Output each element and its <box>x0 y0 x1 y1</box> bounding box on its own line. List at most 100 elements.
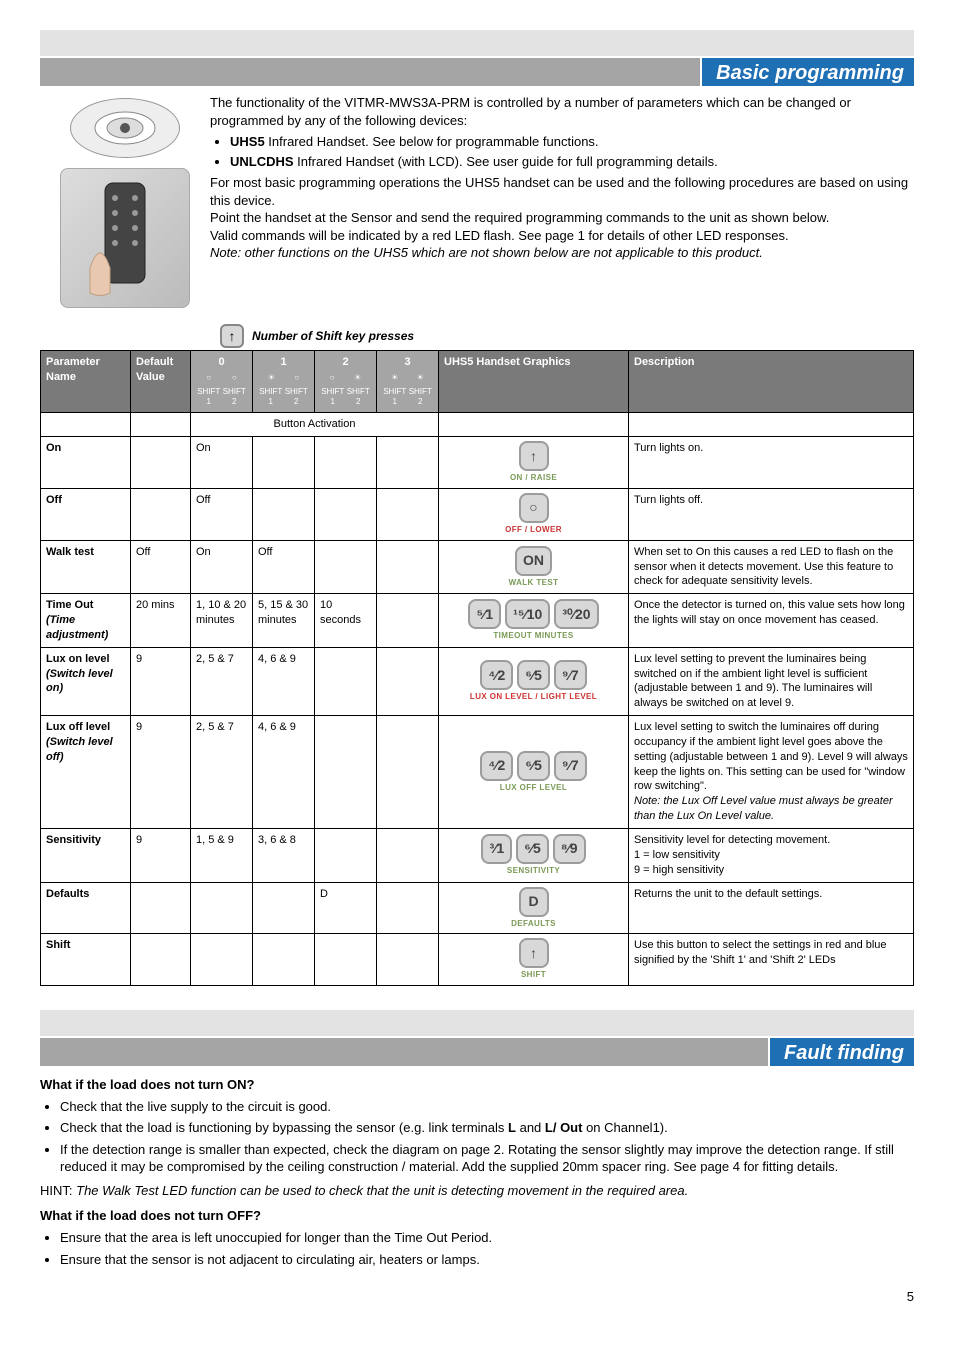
param-shift-cell: On <box>191 540 253 594</box>
param-name-cell: Shift <box>41 934 131 986</box>
param-desc-cell: When set to On this causes a red LED to … <box>629 540 914 594</box>
sh1-3: SHIFT 1 <box>382 387 408 409</box>
handset-button-label: DEFAULTS <box>444 919 623 930</box>
param-shift-cell <box>315 934 377 986</box>
sensor-icon <box>90 108 160 148</box>
ba-empty-2 <box>131 413 191 437</box>
param-row: Shift↑SHIFTUse this button to select the… <box>41 934 914 986</box>
handset-button-label: LUX ON LEVEL / LIGHT LEVEL <box>444 692 623 703</box>
th-shift3: 3 ☀☀ SHIFT 1SHIFT 2 <box>377 351 439 413</box>
param-shift-cell <box>377 716 439 829</box>
handset-button-icon: ○ <box>519 493 549 523</box>
param-default-cell: 9 <box>131 829 191 883</box>
param-graphic-cell: ⁴⁄2⁶⁄5⁹⁄7LUX OFF LEVEL <box>439 716 629 829</box>
fault-q-on: What if the load does not turn ON? <box>40 1076 914 1094</box>
param-row: DefaultsDDDEFAULTSReturns the unit to th… <box>41 882 914 934</box>
button-activation-row: Button Activation <box>41 413 914 437</box>
param-graphic-cell: ⁴⁄2⁶⁄5⁹⁄7LUX ON LEVEL / LIGHT LEVEL <box>439 647 629 715</box>
param-default-cell: 20 mins <box>131 594 191 648</box>
intro-p4: Valid commands will be indicated by a re… <box>210 227 914 245</box>
param-shift-cell: 2, 5 & 7 <box>191 647 253 715</box>
button-activation-label: Button Activation <box>191 413 439 437</box>
shift-button-mini-icon: ↑ <box>220 324 244 348</box>
param-graphic-cell: ○ OFF / LOWER <box>439 488 629 540</box>
handset-button-label: SHIFT <box>444 970 623 981</box>
section-title-programming: Basic programming <box>700 58 914 86</box>
param-shift-cell <box>377 488 439 540</box>
ba-empty-4 <box>629 413 914 437</box>
th-shift1-labels: SHIFT 1SHIFT 2 <box>258 387 309 409</box>
th-shift0-num: 0 <box>218 356 224 368</box>
th-default: Default Value <box>131 351 191 413</box>
handset-button-label: ON / RAISE <box>444 473 623 484</box>
param-desc-cell: Lux level setting to prevent the luminai… <box>629 647 914 715</box>
handset-button-icon: ⁶⁄5 <box>516 834 549 864</box>
param-default-cell <box>131 934 191 986</box>
param-shift-cell: 4, 6 & 9 <box>253 647 315 715</box>
handset-button-label: OFF / LOWER <box>444 525 623 536</box>
param-desc-cell: Lux level setting to switch the luminair… <box>629 716 914 829</box>
parameters-table-head: Parameter Name Default Value 0 ○○ SHIFT … <box>41 351 914 413</box>
param-graphic-cell: ³⁄1⁶⁄5⁸⁄9SENSITIVITY <box>439 829 629 883</box>
th-shift3-icons: ☀☀ <box>382 373 433 384</box>
param-shift-cell <box>253 488 315 540</box>
handset-button-icon: ⁴⁄2 <box>480 660 513 690</box>
param-row: OnOn↑ON / RAISETurn lights on. <box>41 437 914 489</box>
sh2-0: SHIFT 2 <box>222 387 248 409</box>
handset-button-icon: ⁶⁄5 <box>517 660 550 690</box>
fault-off-item: Ensure that the area is left unoccupied … <box>60 1229 914 1247</box>
intro-note: Note: other functions on the UHS5 which … <box>210 244 914 262</box>
th-shift0: 0 ○○ SHIFT 1SHIFT 2 <box>191 351 253 413</box>
th-shift0-icons: ○○ <box>196 373 247 384</box>
intro-bullet-2: UNLCDHS Infrared Handset (with LCD). See… <box>230 153 914 171</box>
param-shift-cell <box>315 716 377 829</box>
param-default-cell <box>131 437 191 489</box>
handset-button-icon: ⁴⁄2 <box>480 751 513 781</box>
handset-button-icon: ↑ <box>519 938 549 968</box>
param-default-cell: 9 <box>131 716 191 829</box>
param-shift-cell <box>253 934 315 986</box>
fault-off-item: Ensure that the sensor is not adjacent t… <box>60 1251 914 1269</box>
fault-on-item: If the detection range is smaller than e… <box>60 1141 914 1176</box>
handset-button-label: SENSITIVITY <box>444 866 623 877</box>
param-shift-cell <box>377 647 439 715</box>
th-shift1-icons: ☀○ <box>258 373 309 384</box>
parameters-table-body: Button Activation OnOn↑ON / RAISETurn li… <box>41 413 914 986</box>
param-graphic-cell: DDEFAULTS <box>439 882 629 934</box>
param-shift-cell: 1, 5 & 9 <box>191 829 253 883</box>
th-shift0-labels: SHIFT 1SHIFT 2 <box>196 387 247 409</box>
intro-p2: For most basic programming operations th… <box>210 174 914 209</box>
th-shift2-num: 2 <box>342 356 348 368</box>
remote-illustration <box>60 168 190 308</box>
param-graphic-cell: ⁵⁄1¹⁵⁄10³⁰⁄20TIMEOUT MINUTES <box>439 594 629 648</box>
param-graphic-cell: ↑ SHIFT <box>439 934 629 986</box>
handset-button-icon: ⁹⁄7 <box>554 751 587 781</box>
param-desc-cell: Once the detector is turned on, this val… <box>629 594 914 648</box>
param-graphic-cell: ONWALK TEST <box>439 540 629 594</box>
intro-bullet-list: UHS5 Infrared Handset. See below for pro… <box>230 133 914 170</box>
param-shift-cell <box>377 934 439 986</box>
top-gray-bar-fault <box>40 1010 914 1036</box>
handset-button-icon: ↑ <box>519 441 549 471</box>
param-row: Time Out (Time adjustment)20 mins1, 10 &… <box>41 594 914 648</box>
th-shift3-labels: SHIFT 1SHIFT 2 <box>382 387 433 409</box>
param-shift-cell: Off <box>191 488 253 540</box>
sh2-1: SHIFT 2 <box>284 387 310 409</box>
param-desc-cell: Sensitivity level for detecting movement… <box>629 829 914 883</box>
intro-p1-prefix: The functionality of the <box>210 95 344 110</box>
param-shift-cell <box>191 882 253 934</box>
intro-bullet1-rest: Infrared Handset. See below for programm… <box>265 134 599 149</box>
param-shift-cell <box>315 488 377 540</box>
intro-block: The functionality of the VITMR-MWS3A-PRM… <box>40 94 914 308</box>
sh1-1: SHIFT 1 <box>258 387 284 409</box>
section-header-fault: Fault finding <box>40 1038 914 1066</box>
param-shift-cell <box>253 882 315 934</box>
intro-bullet2-rest: Infrared Handset (with LCD). See user gu… <box>294 154 718 169</box>
param-shift-cell: Off <box>253 540 315 594</box>
param-name-cell: Lux on level (Switch level on) <box>41 647 131 715</box>
param-name-cell: Off <box>41 488 131 540</box>
handset-button-icon: ⁶⁄5 <box>517 751 550 781</box>
sh2-2: SHIFT 2 <box>346 387 372 409</box>
param-name-cell: Sensitivity <box>41 829 131 883</box>
param-row: Sensitivity91, 5 & 93, 6 & 8³⁄1⁶⁄5⁸⁄9SEN… <box>41 829 914 883</box>
